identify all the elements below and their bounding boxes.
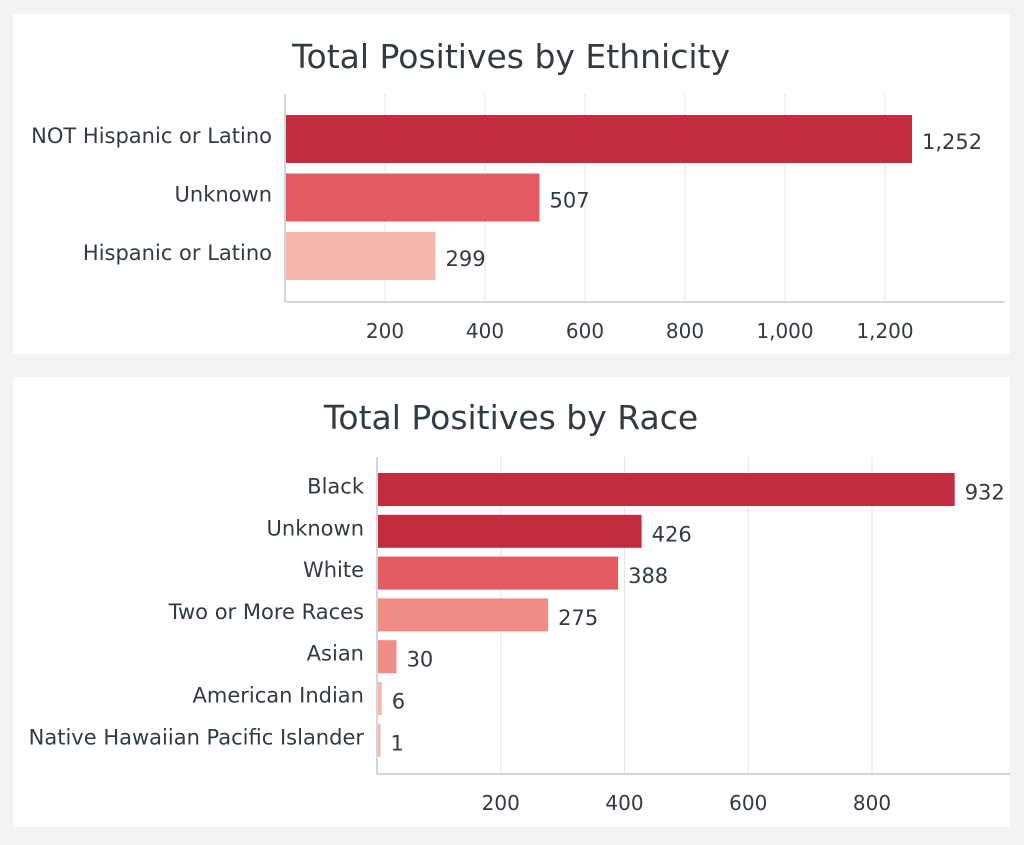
- ethnicity-category-label: Hispanic or Latino: [83, 241, 272, 265]
- race-chart-panel: Total Positives by Race 200 400 600 800 Blac…: [13, 377, 1010, 827]
- race-bar-unknown[interactable]: [378, 514, 642, 548]
- race-category-label: White: [303, 558, 364, 582]
- race-category-label: Black: [307, 475, 365, 499]
- ethnicity-x-tick-label: 1,000: [756, 319, 813, 343]
- race-x-tick-label: 800: [853, 791, 891, 815]
- race-x-tick-label: 400: [605, 791, 643, 815]
- ethnicity-x-tick-label: 400: [466, 319, 504, 343]
- race-category-label: Unknown: [267, 516, 364, 540]
- race-bar-white[interactable]: [378, 556, 619, 590]
- race-chart: Total Positives by Race 200 400 600 800 Blac…: [29, 398, 1010, 815]
- ethnicity-category-label: Unknown: [175, 183, 272, 207]
- ethnicity-value-label: 1,252: [922, 130, 982, 154]
- race-category-label: Asian: [307, 642, 364, 666]
- ethnicity-category-label: NOT Hispanic or Latino: [31, 124, 272, 148]
- race-category-label: Native Hawaiian Pacific Islander: [29, 725, 365, 749]
- race-value-label: 6: [392, 690, 405, 714]
- ethnicity-bar-not-hispanic-or-latino[interactable]: [286, 115, 912, 163]
- race-bar-black[interactable]: [378, 473, 955, 506]
- ethnicity-bar-hispanic-or-latino[interactable]: [286, 232, 436, 280]
- race-x-tick-label: 200: [482, 791, 520, 815]
- race-bar-native-hawaiian-pacific-islander[interactable]: [378, 723, 381, 757]
- race-category-label: American Indian: [193, 684, 364, 708]
- race-bar-american-indian[interactable]: [378, 682, 382, 715]
- race-value-label: 30: [407, 648, 434, 672]
- ethnicity-chart-title: Total Positives by Ethnicity: [291, 37, 730, 76]
- race-category-label: Two or More Races: [168, 600, 364, 624]
- ethnicity-value-label: 299: [446, 247, 486, 271]
- race-value-label: 275: [558, 606, 598, 630]
- ethnicity-x-tick-label: 600: [566, 319, 604, 343]
- race-bar-two-or-more-races[interactable]: [378, 598, 549, 632]
- ethnicity-x-tick-label: 200: [366, 319, 404, 343]
- race-value-label: 388: [628, 564, 668, 588]
- race-value-label: 932: [965, 481, 1005, 505]
- ethnicity-x-tick-label: 1,200: [856, 319, 913, 343]
- race-value-label: 426: [652, 522, 692, 546]
- race-x-tick-label: 600: [729, 791, 767, 815]
- ethnicity-chart: Total Positives by Ethnicity 200 400 600 80…: [31, 37, 1005, 343]
- race-chart-title: Total Positives by Race: [323, 398, 698, 437]
- race-value-label: 1: [391, 731, 404, 755]
- ethnicity-value-label: 507: [550, 189, 590, 213]
- ethnicity-x-tick-label: 800: [666, 319, 704, 343]
- race-bar-asian[interactable]: [378, 640, 397, 674]
- ethnicity-chart-panel: Total Positives by Ethnicity 200 400 600 80…: [13, 14, 1010, 354]
- ethnicity-bar-unknown[interactable]: [286, 173, 540, 222]
